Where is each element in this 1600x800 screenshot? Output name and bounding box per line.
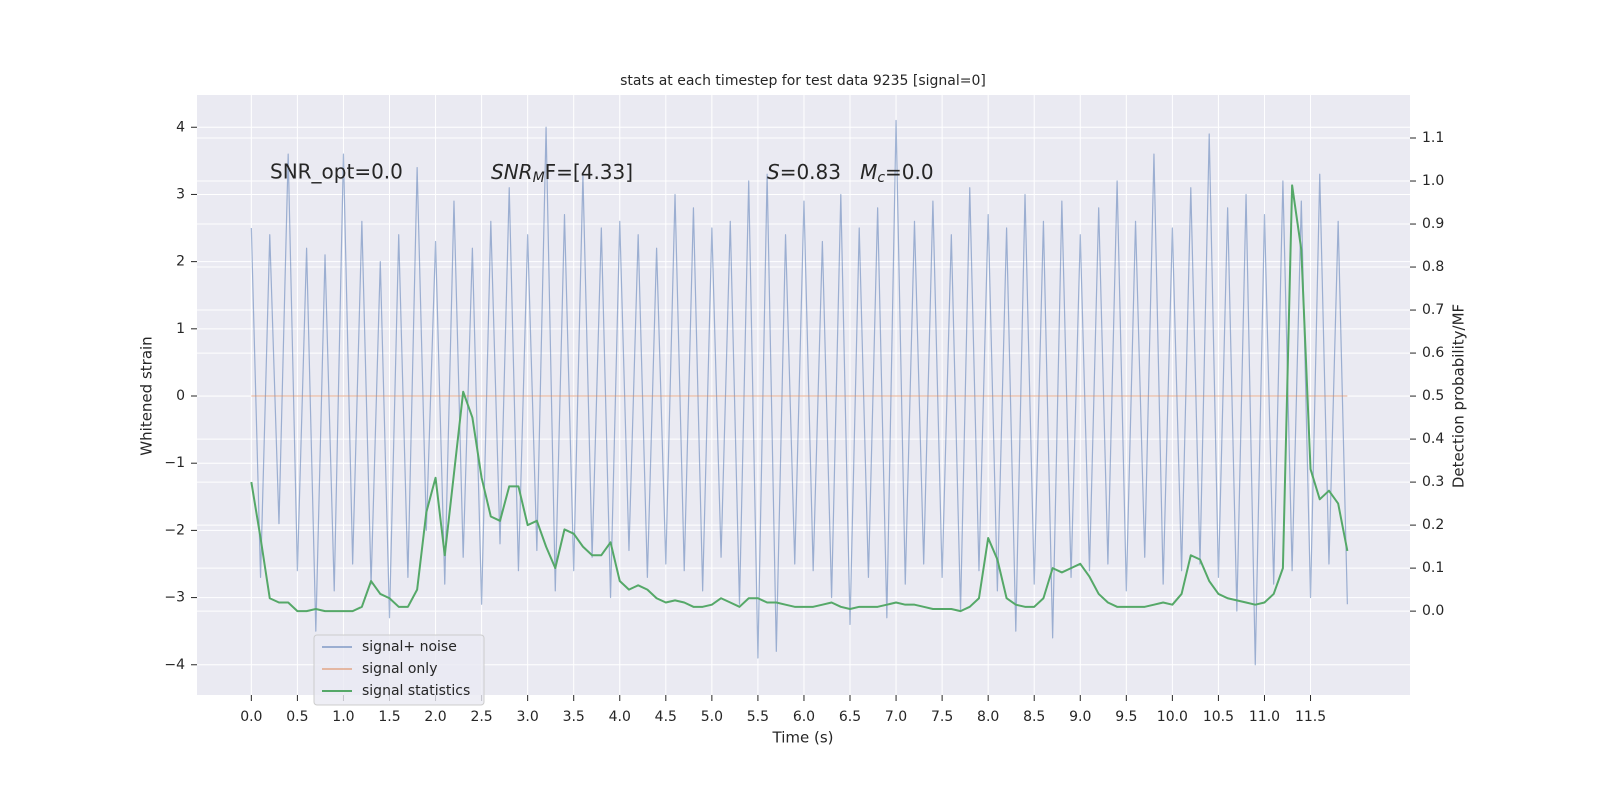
annotation: S=0.83 Mc=0.0 (767, 160, 934, 187)
x-tick-label: 6.5 (839, 709, 861, 725)
x-tick-label: 11.0 (1249, 709, 1280, 725)
x-tick-label: 10.5 (1203, 709, 1234, 725)
x-tick-label: 6.0 (793, 709, 815, 725)
annotation-part: S (767, 160, 780, 184)
y2-tick-label: 0.5 (1422, 388, 1444, 404)
y-tick-label: 4 (176, 119, 185, 135)
x-tick-label: 4.5 (655, 709, 677, 725)
x-tick-label: 5.0 (701, 709, 723, 725)
x-tick-label: 9.5 (1115, 709, 1137, 725)
y2-axis-label: Detection probability/MF (1450, 304, 1468, 488)
y-tick-label: −3 (164, 590, 185, 606)
x-tick-label: 5.5 (747, 709, 769, 725)
annotation-part: c (877, 170, 885, 186)
y2-tick-label: 0.7 (1422, 302, 1444, 318)
legend-label: signal+ noise (362, 639, 457, 655)
y-tick-label: 0 (176, 388, 185, 404)
annotation-part: =0.0 (885, 160, 934, 184)
y-tick-label: −4 (164, 657, 185, 673)
x-tick-label: 3.0 (517, 709, 539, 725)
x-tick-label: 1.0 (332, 709, 354, 725)
y-tick-label: 1 (176, 321, 185, 337)
x-tick-label: 1.5 (378, 709, 400, 725)
series-line (250, 184, 1349, 613)
y2-tick-label: 0.0 (1422, 603, 1444, 619)
x-tick-label: 2.5 (470, 709, 492, 725)
annotation-part: =0.83 (780, 160, 860, 184)
marks (250, 119, 1349, 666)
x-tick-label: 3.5 (563, 709, 585, 725)
y2-tick-label: 0.4 (1422, 431, 1444, 447)
y-tick-label: −1 (164, 455, 185, 471)
y2-tick-label: 0.2 (1422, 517, 1444, 533)
y-axis-label: Whitened strain (138, 336, 156, 455)
annotation: SNR_opt=0.0 (270, 160, 403, 184)
series-line (250, 119, 1348, 666)
x-tick-label: 0.5 (286, 709, 308, 725)
annotation-part: M (533, 170, 545, 186)
x-tick-label: 7.5 (931, 709, 953, 725)
x-tick-label: 8.0 (977, 709, 999, 725)
y-tick-label: 2 (176, 254, 185, 270)
y2-tick-label: 0.9 (1422, 216, 1444, 232)
y-tick-label: 3 (176, 186, 185, 202)
x-tick-label: 11.5 (1295, 709, 1326, 725)
chart-title: stats at each timestep for test data 923… (620, 73, 986, 89)
y2-tick-label: 1.1 (1422, 130, 1444, 146)
x-tick-label: 4.0 (609, 709, 631, 725)
x-tick-label: 10.0 (1157, 709, 1188, 725)
annotation-part: SNR (491, 160, 533, 184)
x-axis-label: Time (s) (772, 729, 834, 747)
x-tick-label: 2.0 (424, 709, 446, 725)
annotation-part: F=[4.33] (545, 160, 633, 184)
y-tick-label: −2 (164, 522, 185, 538)
x-tick-label: 0.0 (240, 709, 262, 725)
y2-tick-label: 0.1 (1422, 560, 1444, 576)
labels: 0.0 0.5 1.0 1.5 2.0 2.5 3.0 3.5 4.0 4.5 5.0 5.5 6.0 6… (164, 119, 1444, 725)
y2-tick-label: 1.0 (1422, 173, 1444, 189)
y2-tick-label: 0.6 (1422, 345, 1444, 361)
annotation: SNRMF=[4.33] (491, 160, 633, 187)
x-tick-label: 9.0 (1069, 709, 1091, 725)
annotation-part: M (860, 160, 877, 184)
legend-label: signal only (362, 661, 437, 677)
y2-tick-label: 0.3 (1422, 474, 1444, 490)
x-tick-label: 8.5 (1023, 709, 1045, 725)
x-tick-label: 7.0 (885, 709, 907, 725)
legend-box (313, 634, 485, 706)
legend-label: signal statistics (362, 683, 470, 699)
y2-tick-label: 0.8 (1422, 259, 1444, 275)
